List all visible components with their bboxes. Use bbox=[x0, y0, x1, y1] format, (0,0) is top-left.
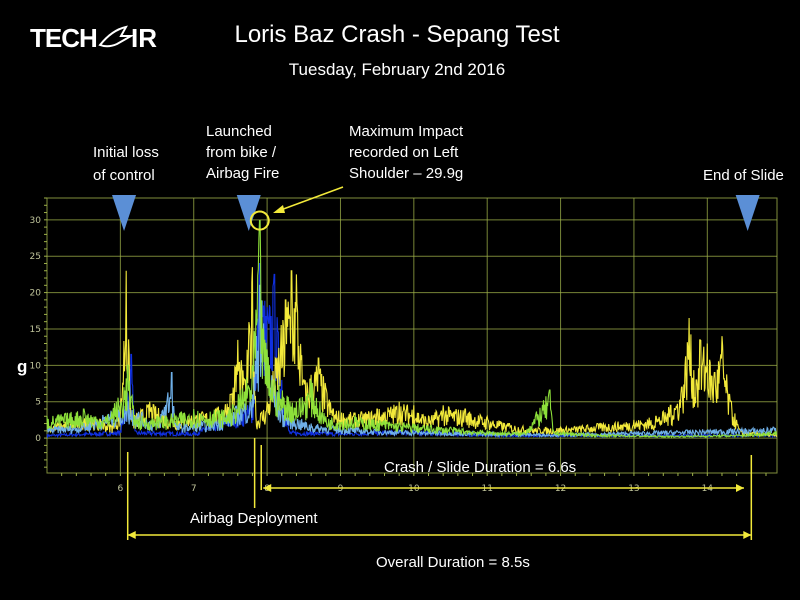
max-impact-arrow bbox=[277, 186, 344, 212]
overall-duration-label: Overall Duration = 8.5s bbox=[376, 554, 530, 571]
series-line-2 bbox=[46, 284, 777, 439]
event-marker-triangle-icon bbox=[112, 195, 137, 231]
y-tick-label: 5 bbox=[35, 398, 41, 408]
alpinestars-star-icon bbox=[98, 25, 135, 48]
max-impact-circle bbox=[249, 210, 270, 231]
crash-slide-arrow-left-arrowhead-icon bbox=[263, 484, 272, 492]
overall-duration-arrow-right-arrowhead-icon bbox=[743, 531, 752, 539]
series-line-3 bbox=[46, 220, 778, 439]
plot-frame bbox=[46, 197, 778, 474]
svg-text:IR: IR bbox=[131, 23, 157, 53]
y-axis-label: g bbox=[17, 357, 27, 376]
y-tick-label: 15 bbox=[30, 325, 41, 335]
crash-slide-duration-label: Crash / Slide Duration = 6.6s bbox=[384, 459, 576, 476]
x-tick-label: 9 bbox=[338, 484, 344, 494]
plot-area: 67891011121314051015202530 bbox=[30, 186, 778, 540]
chart-subtitle: Tuesday, February 2nd 2016 bbox=[289, 60, 505, 79]
y-tick-label: 0 bbox=[35, 434, 41, 444]
event-marker-triangle-icon bbox=[236, 195, 261, 231]
overall-duration-arrow-left-arrowhead-icon bbox=[127, 531, 136, 539]
y-tick-label: 10 bbox=[30, 361, 42, 371]
x-tick-label: 7 bbox=[191, 484, 197, 494]
crash-slide-arrow-right-arrowhead-icon bbox=[735, 484, 744, 492]
x-tick-label: 10 bbox=[408, 484, 420, 494]
arrowhead-icon bbox=[273, 205, 285, 213]
annotation-end-of-slide: End of Slide bbox=[703, 167, 784, 184]
chart-title: Loris Baz Crash - Sepang Test bbox=[234, 21, 559, 48]
airbag-deployment-label: Airbag Deployment bbox=[190, 510, 318, 527]
x-tick-label: 13 bbox=[628, 484, 639, 494]
y-tick-label: 30 bbox=[30, 216, 42, 226]
x-tick-label: 14 bbox=[702, 484, 714, 494]
y-tick-label: 20 bbox=[30, 289, 42, 299]
svg-text:TECH: TECH bbox=[30, 23, 97, 53]
annotation-initial-loss: Initial loss of control bbox=[93, 144, 163, 184]
x-tick-label: 12 bbox=[555, 484, 566, 494]
techair-logo: TECH IR bbox=[30, 23, 157, 53]
annotation-launched: Launched from bike / Airbag Fire bbox=[206, 123, 280, 182]
event-marker-triangle-icon bbox=[735, 195, 760, 231]
y-tick-label: 25 bbox=[30, 252, 41, 262]
annotation-max-impact: Maximum Impact recorded on Left Shoulder… bbox=[349, 123, 467, 182]
x-tick-label: 11 bbox=[481, 484, 492, 494]
x-tick-label: 6 bbox=[117, 484, 123, 494]
